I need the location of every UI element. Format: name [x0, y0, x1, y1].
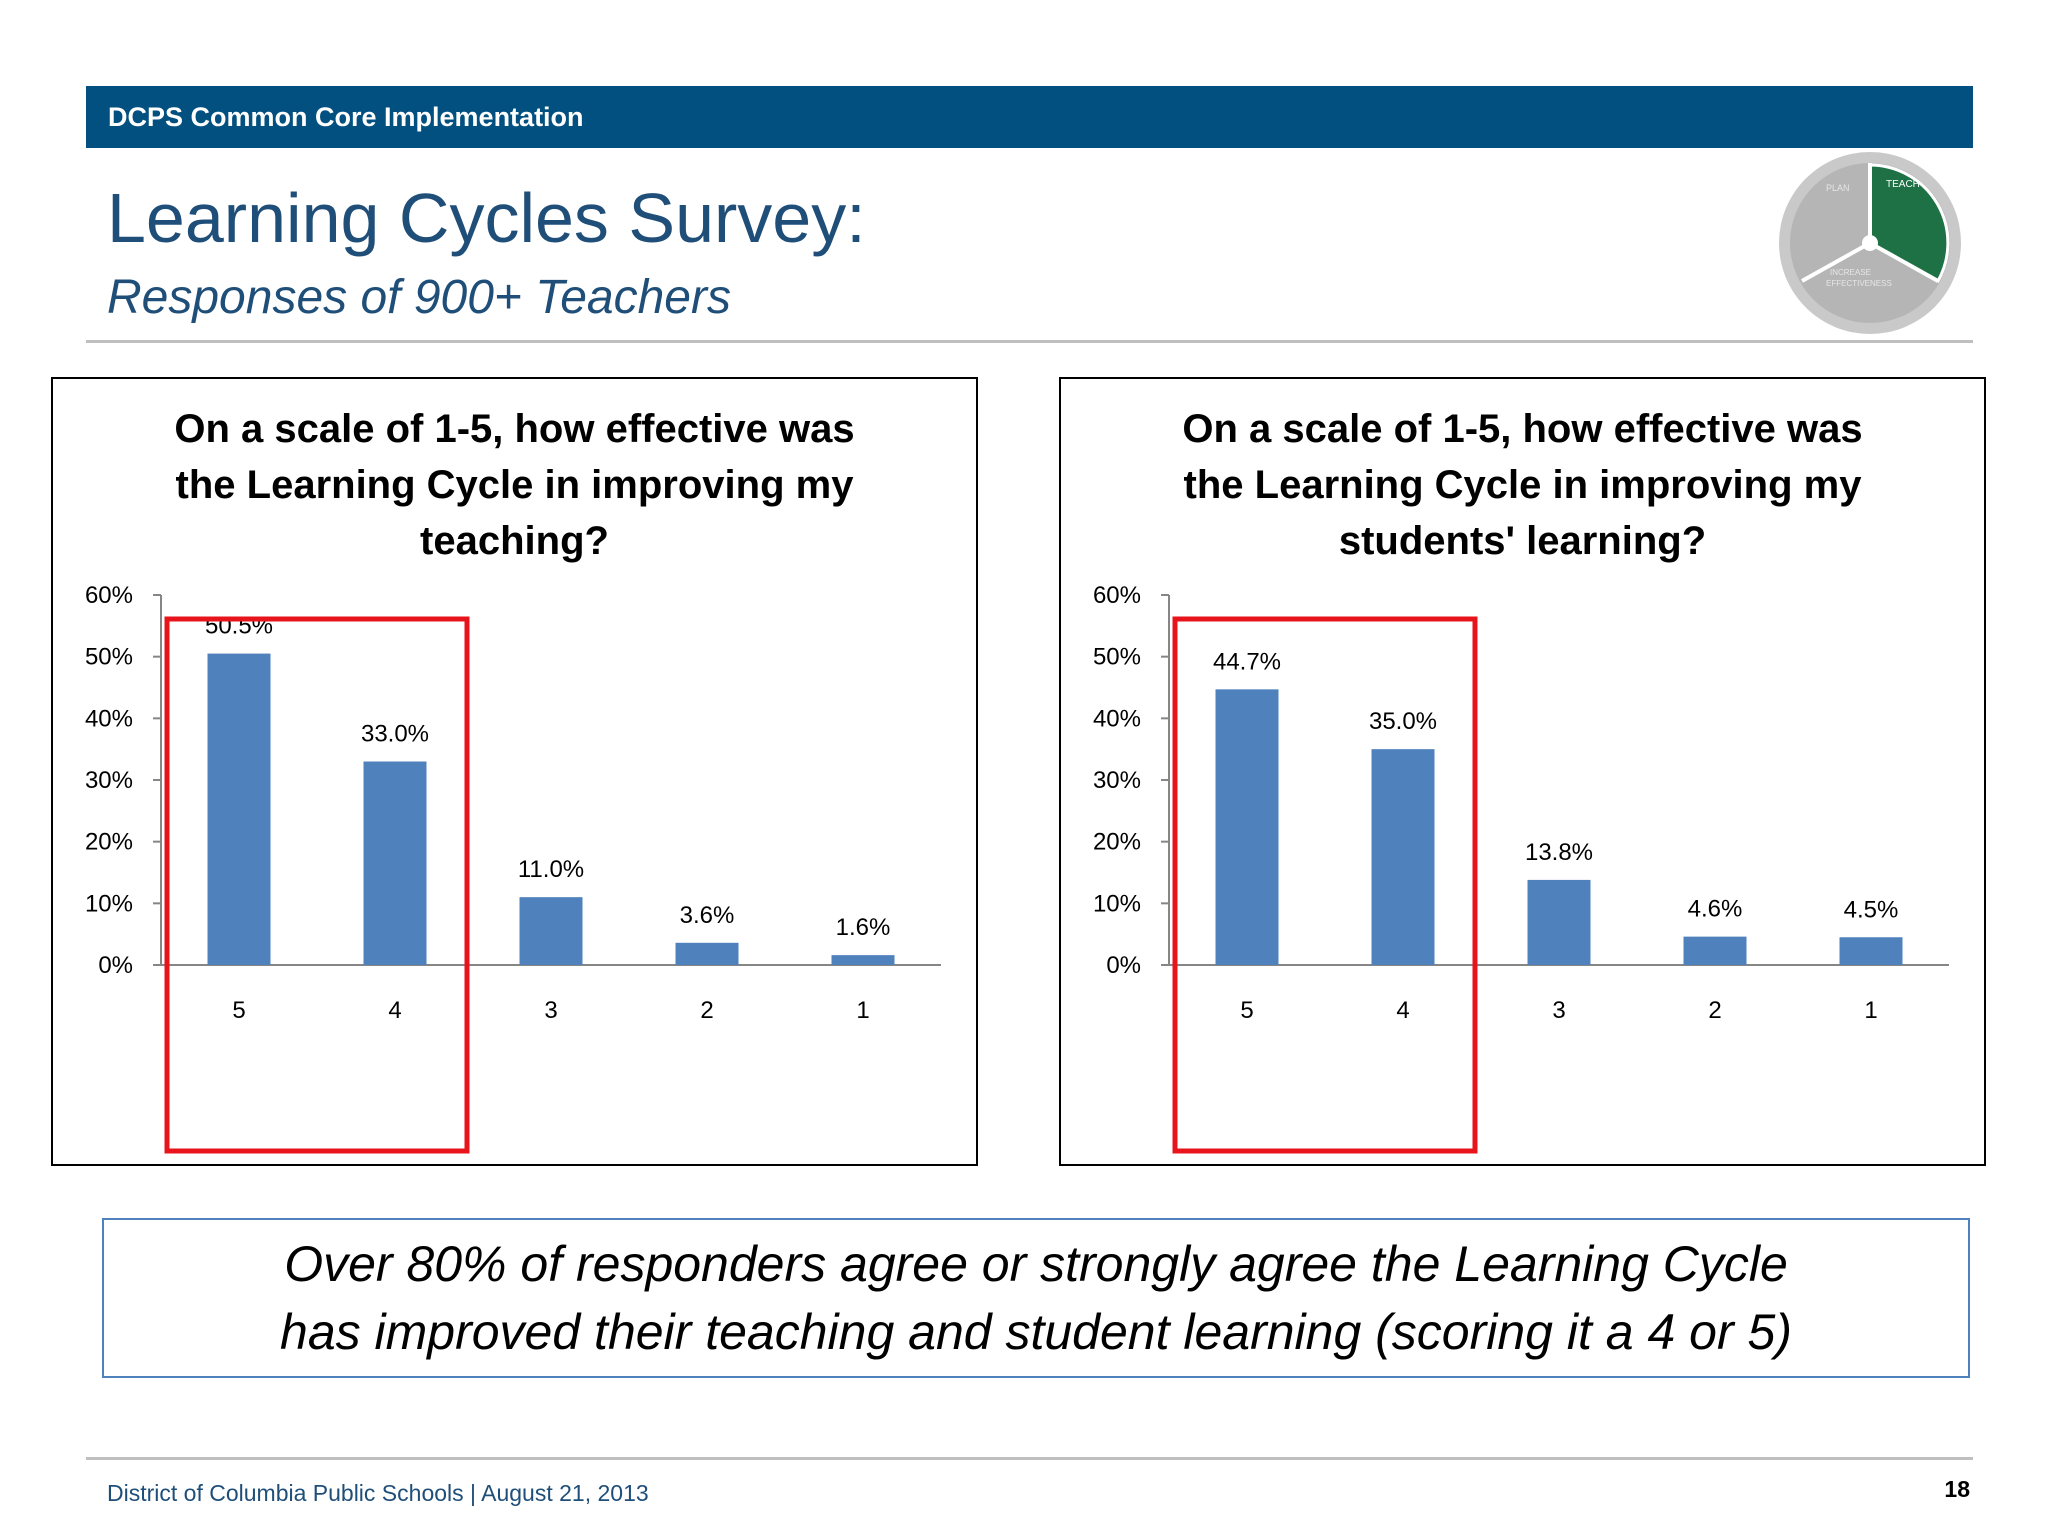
bar: [363, 761, 427, 965]
data-label: 33.0%: [361, 721, 429, 748]
data-label: 3.6%: [680, 902, 735, 929]
y-tick-label: 0%: [98, 952, 133, 979]
summary-callout: Over 80% of responders agree or strongly…: [102, 1218, 1970, 1378]
chart-title-line-1: On a scale of 1-5, how effective was: [174, 407, 855, 451]
bar: [1215, 689, 1279, 965]
teach-cycle-wheel-icon: TEACH PLAN INCREASE EFFECTIVENESS: [1779, 152, 1961, 334]
y-tick-label: 50%: [85, 644, 133, 671]
y-tick-label: 10%: [85, 890, 133, 917]
chart-title: On a scale of 1-5, how effective was the…: [53, 401, 976, 569]
data-label: 44.7%: [1213, 648, 1281, 675]
svg-text:INCREASE: INCREASE: [1830, 268, 1871, 277]
chart-plot: 0%10%20%30%40%50%60%50.5%533.0%411.0%33.…: [85, 582, 941, 1154]
x-tick-label: 2: [1708, 997, 1721, 1024]
bar: [831, 955, 895, 965]
y-tick-label: 60%: [1093, 582, 1141, 609]
svg-text:EFFECTIVENESS: EFFECTIVENESS: [1826, 279, 1892, 288]
y-tick-label: 30%: [1093, 767, 1141, 794]
chart-title-line-3: teaching?: [420, 519, 609, 563]
x-tick-label: 3: [1552, 997, 1565, 1024]
chart-title: On a scale of 1-5, how effective was the…: [1061, 401, 1984, 569]
bar: [1839, 937, 1903, 965]
chart-title-line-1: On a scale of 1-5, how effective was: [1182, 407, 1863, 451]
y-tick-label: 60%: [85, 582, 133, 609]
bar: [1371, 749, 1435, 965]
callout-text: Over 80% of responders agree or strongly…: [280, 1236, 1792, 1360]
footer-divider: [86, 1457, 1973, 1460]
header-label: DCPS Common Core Implementation: [108, 102, 584, 132]
title-divider: [86, 340, 1973, 343]
data-label: 4.6%: [1688, 896, 1743, 923]
svg-text:TEACH: TEACH: [1886, 179, 1920, 190]
chart-student-learning-effectiveness: On a scale of 1-5, how effective was the…: [1059, 377, 1986, 1166]
page-number: 18: [1944, 1476, 1970, 1502]
y-tick-label: 20%: [1093, 829, 1141, 856]
data-label: 1.6%: [836, 914, 891, 941]
bar: [1527, 879, 1591, 965]
bar: [1683, 936, 1747, 965]
x-tick-label: 1: [1864, 997, 1877, 1024]
svg-text:PLAN: PLAN: [1826, 183, 1850, 193]
x-tick-label: 1: [856, 997, 869, 1024]
x-tick-label: 4: [388, 997, 401, 1024]
chart-title-line-2: the Learning Cycle in improving my: [175, 463, 854, 507]
header-bar: DCPS Common Core Implementation: [86, 86, 1973, 148]
x-tick-label: 4: [1396, 997, 1409, 1024]
chart-title-line-2: the Learning Cycle in improving my: [1183, 463, 1862, 507]
slide-title: Learning Cycles Survey:: [107, 179, 866, 257]
y-tick-label: 50%: [1093, 644, 1141, 671]
data-label: 11.0%: [518, 856, 584, 883]
y-tick-label: 20%: [85, 829, 133, 856]
highlight-box: [164, 616, 470, 1154]
chart-teaching-effectiveness: On a scale of 1-5, how effective was the…: [51, 377, 978, 1166]
data-label: 4.5%: [1844, 896, 1899, 923]
slide-subtitle: Responses of 900+ Teachers: [107, 271, 731, 324]
x-tick-label: 5: [232, 997, 245, 1024]
y-tick-label: 0%: [1106, 952, 1141, 979]
bar: [519, 897, 583, 965]
y-tick-label: 30%: [85, 767, 133, 794]
y-tick-label: 40%: [1093, 705, 1141, 732]
x-tick-label: 3: [544, 997, 557, 1024]
highlight-box: [1172, 616, 1478, 1154]
y-tick-label: 40%: [85, 705, 133, 732]
bar: [675, 942, 739, 965]
x-tick-label: 5: [1240, 997, 1253, 1024]
x-tick-label: 2: [700, 997, 713, 1024]
data-label: 13.8%: [1525, 839, 1593, 866]
y-tick-label: 10%: [1093, 890, 1141, 917]
footer-text: District of Columbia Public Schools | Au…: [107, 1480, 649, 1506]
chart-plot: 0% 10% 20% 30% 40% 50% 60% 44.7% 5 35.0% 4 13.8% 3 4.…: [1093, 582, 1949, 1154]
chart-title-line-3: students' learning?: [1338, 519, 1707, 563]
data-label: 35.0%: [1369, 708, 1437, 735]
bar: [207, 653, 271, 965]
